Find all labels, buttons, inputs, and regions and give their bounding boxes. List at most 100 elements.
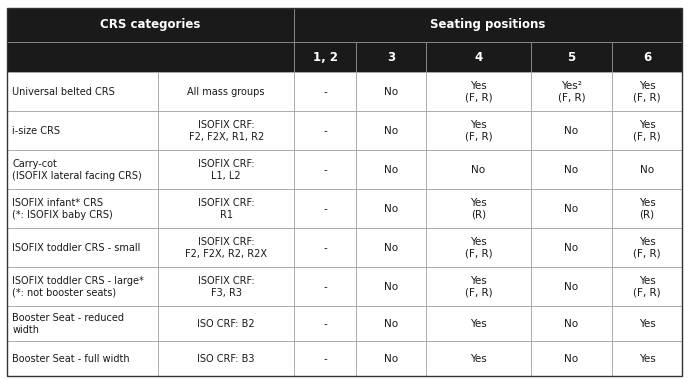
Bar: [426, 268, 531, 306]
Bar: [7, 8, 294, 42]
Text: No: No: [384, 243, 398, 253]
Text: No: No: [564, 354, 579, 364]
Bar: [613, 111, 682, 150]
Bar: [7, 228, 158, 268]
Text: ISO CRF: B2: ISO CRF: B2: [197, 319, 255, 329]
Bar: [294, 268, 356, 306]
Text: Carry-cot
(ISOFIX lateral facing CRS): Carry-cot (ISOFIX lateral facing CRS): [12, 159, 142, 181]
Text: -: -: [323, 319, 327, 329]
Bar: [426, 42, 531, 73]
Text: Yes: Yes: [639, 319, 655, 329]
Text: 3: 3: [387, 51, 395, 64]
Bar: [426, 73, 531, 111]
Bar: [531, 111, 613, 150]
Text: No: No: [564, 243, 579, 253]
Text: -: -: [323, 126, 327, 136]
Bar: [426, 150, 531, 190]
Text: -: -: [323, 165, 327, 175]
Text: Yes²
(F, R): Yes² (F, R): [557, 81, 586, 103]
Bar: [356, 190, 426, 228]
Text: Yes: Yes: [639, 354, 655, 364]
Bar: [531, 190, 613, 228]
Text: ISOFIX infant* CRS
(*: ISOFIX baby CRS): ISOFIX infant* CRS (*: ISOFIX baby CRS): [12, 198, 113, 220]
Bar: [294, 190, 356, 228]
Bar: [613, 42, 682, 73]
Text: 4: 4: [474, 51, 482, 64]
Text: No: No: [384, 165, 398, 175]
Bar: [158, 190, 294, 228]
Text: Yes
(F, R): Yes (F, R): [633, 237, 661, 259]
Bar: [356, 73, 426, 111]
Bar: [294, 306, 356, 341]
Text: Yes: Yes: [470, 319, 486, 329]
Bar: [426, 306, 531, 341]
Text: -: -: [323, 354, 327, 364]
Text: Yes
(F, R): Yes (F, R): [633, 120, 661, 142]
Bar: [531, 228, 613, 268]
Text: Yes
(F, R): Yes (F, R): [464, 237, 492, 259]
Text: ISOFIX CRF:
F3, R3: ISOFIX CRF: F3, R3: [198, 276, 254, 298]
Bar: [356, 268, 426, 306]
Text: -: -: [323, 282, 327, 292]
Bar: [356, 111, 426, 150]
Text: All mass groups: All mass groups: [187, 87, 265, 97]
Text: No: No: [564, 204, 579, 214]
Bar: [294, 111, 356, 150]
Text: No: No: [564, 126, 579, 136]
Bar: [7, 150, 158, 190]
Text: ISO CRF: B3: ISO CRF: B3: [197, 354, 255, 364]
Text: No: No: [564, 282, 579, 292]
Bar: [426, 228, 531, 268]
Bar: [294, 341, 356, 376]
Text: 6: 6: [643, 51, 651, 64]
Bar: [613, 268, 682, 306]
Bar: [158, 306, 294, 341]
Text: ISOFIX CRF:
F2, F2X, R2, R2X: ISOFIX CRF: F2, F2X, R2, R2X: [185, 237, 267, 259]
Text: Seating positions: Seating positions: [431, 18, 546, 31]
Text: No: No: [384, 319, 398, 329]
Bar: [613, 150, 682, 190]
Bar: [426, 190, 531, 228]
Text: Universal belted CRS: Universal belted CRS: [12, 87, 115, 97]
Bar: [531, 341, 613, 376]
Text: -: -: [323, 87, 327, 97]
Bar: [7, 42, 294, 73]
Text: No: No: [471, 165, 486, 175]
Text: Yes
(R): Yes (R): [639, 198, 655, 220]
Bar: [7, 190, 158, 228]
Bar: [158, 150, 294, 190]
Bar: [531, 73, 613, 111]
Bar: [294, 150, 356, 190]
Bar: [531, 268, 613, 306]
Text: ISOFIX toddler CRS - small: ISOFIX toddler CRS - small: [12, 243, 141, 253]
Text: 1, 2: 1, 2: [313, 51, 338, 64]
Text: Yes
(F, R): Yes (F, R): [464, 120, 492, 142]
Bar: [294, 73, 356, 111]
Bar: [356, 306, 426, 341]
Text: -: -: [323, 243, 327, 253]
Text: ISOFIX CRF:
R1: ISOFIX CRF: R1: [198, 198, 254, 220]
Text: No: No: [384, 282, 398, 292]
Text: 5: 5: [567, 51, 575, 64]
Bar: [531, 150, 613, 190]
Bar: [531, 306, 613, 341]
Bar: [356, 42, 426, 73]
Bar: [356, 228, 426, 268]
Bar: [7, 341, 158, 376]
Text: No: No: [564, 165, 579, 175]
Text: Yes
(R): Yes (R): [470, 198, 486, 220]
Bar: [531, 42, 613, 73]
Text: Yes
(F, R): Yes (F, R): [633, 81, 661, 103]
Bar: [356, 341, 426, 376]
Bar: [613, 73, 682, 111]
Text: ISOFIX CRF:
L1, L2: ISOFIX CRF: L1, L2: [198, 159, 254, 181]
Bar: [294, 42, 356, 73]
Text: Booster Seat - reduced
width: Booster Seat - reduced width: [12, 313, 125, 335]
Text: ISOFIX toddler CRS - large*
(*: not booster seats): ISOFIX toddler CRS - large* (*: not boos…: [12, 276, 144, 298]
Text: Yes
(F, R): Yes (F, R): [633, 276, 661, 298]
Text: ISOFIX CRF:
F2, F2X, R1, R2: ISOFIX CRF: F2, F2X, R1, R2: [189, 120, 264, 142]
Text: No: No: [384, 354, 398, 364]
Bar: [294, 8, 682, 42]
Bar: [613, 341, 682, 376]
Text: Yes
(F, R): Yes (F, R): [464, 81, 492, 103]
